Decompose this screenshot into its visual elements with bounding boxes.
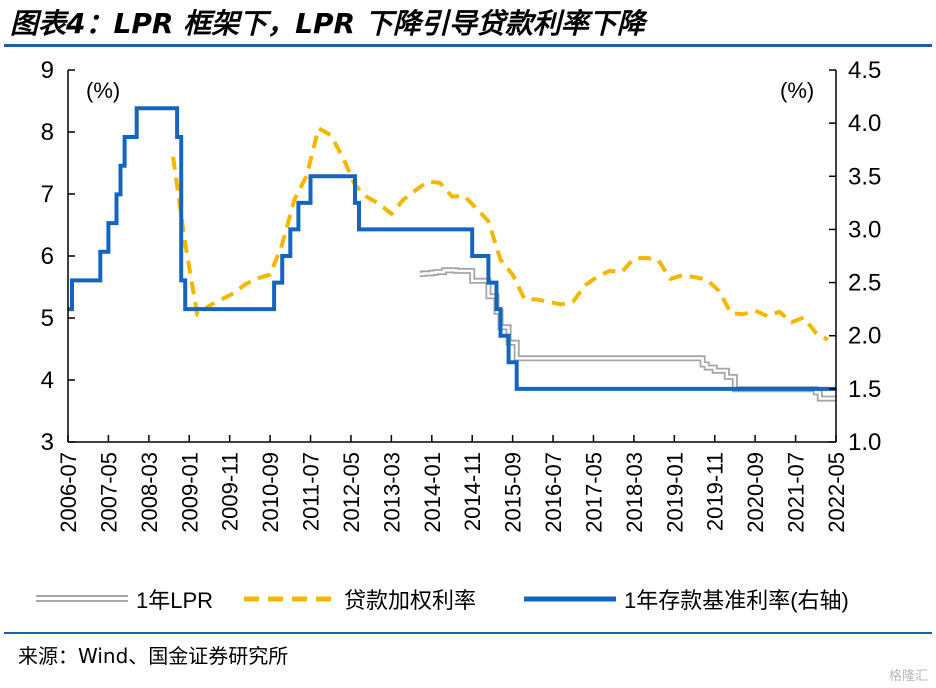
right-tick-label: 1.0	[848, 429, 881, 456]
left-tick-label: 8	[41, 119, 54, 146]
x-tick-label: 2009-11	[218, 452, 243, 531]
right-tick-label: 3.0	[848, 216, 881, 243]
legend-label-deposit-rate: 1年存款基准利率(右轴)	[624, 588, 849, 613]
x-tick-label: 2015-09	[501, 452, 526, 533]
right-tick-label: 2.5	[848, 270, 881, 297]
x-tick-label: 2017-05	[581, 452, 606, 533]
source-divider	[4, 632, 932, 634]
left-tick-label: 4	[41, 367, 54, 394]
left-tick-label: 3	[41, 429, 54, 456]
left-tick-label: 9	[41, 57, 54, 84]
legend-label-lpr: 1年LPR	[136, 588, 214, 613]
legend-swatch-lpr	[36, 595, 128, 602]
legend-item-loan-rate: 贷款加权利率	[244, 578, 476, 620]
x-tick-label: 2020-09	[743, 452, 768, 533]
legend-label-loan-rate: 贷款加权利率	[344, 588, 477, 613]
chart-plot: 3 4 5 6 7 8 9 1.0 1.5 2.0 2.5 3.0 3.5 4.0 4.5 2006-07 20…	[41, 57, 882, 533]
x-tick-label: 2019-01	[662, 452, 687, 533]
x-tick-label: 2013-03	[379, 452, 404, 533]
x-tick-label: 2012-05	[339, 452, 364, 533]
x-tick-label: 2022-05	[824, 452, 849, 533]
right-unit-label: (%)	[780, 78, 814, 103]
x-tick-label: 2016-07	[541, 452, 566, 533]
x-tick-label: 2014-01	[420, 452, 445, 533]
x-tick-label: 2006-07	[56, 452, 81, 533]
left-tick-label: 5	[41, 305, 54, 332]
series-2-line	[68, 106, 836, 391]
series-layer	[68, 106, 836, 402]
x-tick-label: 2021-07	[784, 452, 809, 533]
right-tick-label: 3.5	[848, 163, 881, 190]
x-tick-label: 2018-03	[622, 452, 647, 533]
series-0-line-inner	[419, 269, 836, 400]
legend-item-deposit-rate: 1年存款基准利率(右轴)	[524, 578, 849, 620]
x-tick-label: 2009-01	[177, 452, 202, 533]
right-tick-label: 1.5	[848, 376, 881, 403]
series-0-line	[419, 267, 836, 402]
x-tick-label: 2019-11	[703, 452, 728, 531]
axis-layer: 3 4 5 6 7 8 9 1.0 1.5 2.0 2.5 3.0 3.5 4.0 4.5 2006-07 20…	[41, 57, 882, 533]
left-tick-label: 6	[41, 243, 54, 270]
right-tick-label: 2.0	[848, 323, 881, 350]
chart-title: 图表4：LPR 框架下，LPR 下降引导贷款利率下降	[10, 7, 645, 40]
left-tick-label: 7	[41, 181, 54, 208]
legend: 1年LPR 贷款加权利率 1年存款基准利率(右轴)	[0, 578, 936, 620]
legend-swatch-deposit-rate	[524, 596, 616, 602]
x-tick-label: 2011-07	[299, 452, 324, 531]
source-note: 来源：Wind、国金证券研究所	[18, 644, 289, 668]
legend-swatch-loan-rate	[244, 596, 336, 602]
x-tick-label: 2010-09	[258, 452, 283, 533]
right-tick-label: 4.0	[848, 110, 881, 137]
left-unit-label: (%)	[86, 78, 120, 103]
title-divider	[4, 44, 932, 47]
right-tick-label: 4.5	[848, 57, 881, 84]
legend-item-lpr: 1年LPR	[36, 578, 213, 620]
watermark: 格隆汇	[888, 669, 928, 684]
series-1-line	[171, 126, 829, 342]
x-tick-label: 2008-03	[137, 452, 162, 533]
x-tick-label: 2014-11	[460, 452, 485, 531]
x-tick-label: 2007-05	[96, 452, 121, 533]
